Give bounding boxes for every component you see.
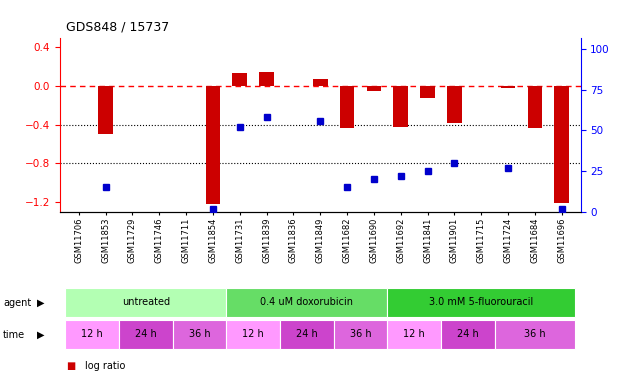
Bar — [495, 320, 575, 349]
Bar — [387, 288, 575, 317]
Bar — [206, 86, 220, 204]
Bar — [227, 320, 280, 349]
Text: 36 h: 36 h — [524, 329, 546, 339]
Bar — [232, 74, 247, 86]
Bar — [334, 320, 387, 349]
Text: 24 h: 24 h — [135, 329, 156, 339]
Bar — [280, 320, 334, 349]
Text: 12 h: 12 h — [403, 329, 425, 339]
Bar — [98, 86, 113, 134]
Text: 0.4 uM doxorubicin: 0.4 uM doxorubicin — [261, 297, 353, 307]
Bar — [313, 79, 327, 86]
Bar — [173, 320, 227, 349]
Text: time: time — [3, 330, 25, 340]
Bar — [367, 86, 381, 91]
Bar — [528, 86, 542, 128]
Bar — [500, 86, 516, 88]
Bar — [555, 86, 569, 203]
Bar — [66, 320, 119, 349]
Text: 24 h: 24 h — [296, 329, 317, 339]
Text: GDS848 / 15737: GDS848 / 15737 — [66, 21, 170, 34]
Bar — [227, 288, 387, 317]
Text: untreated: untreated — [122, 297, 170, 307]
Text: ▶: ▶ — [37, 298, 44, 308]
Bar — [259, 72, 274, 86]
Text: ■: ■ — [66, 361, 76, 370]
Text: 36 h: 36 h — [189, 329, 210, 339]
Text: agent: agent — [3, 298, 32, 308]
Text: 24 h: 24 h — [457, 329, 479, 339]
Bar — [66, 288, 227, 317]
Bar — [420, 86, 435, 98]
Bar — [447, 86, 462, 123]
Bar — [387, 320, 441, 349]
Text: 3.0 mM 5-fluorouracil: 3.0 mM 5-fluorouracil — [429, 297, 533, 307]
Text: 12 h: 12 h — [242, 329, 264, 339]
Text: 36 h: 36 h — [350, 329, 371, 339]
Text: ▶: ▶ — [37, 330, 44, 340]
Text: log ratio: log ratio — [85, 361, 126, 370]
Bar — [119, 320, 173, 349]
Text: 12 h: 12 h — [81, 329, 103, 339]
Bar — [393, 86, 408, 127]
Bar — [339, 86, 355, 128]
Bar — [441, 320, 495, 349]
